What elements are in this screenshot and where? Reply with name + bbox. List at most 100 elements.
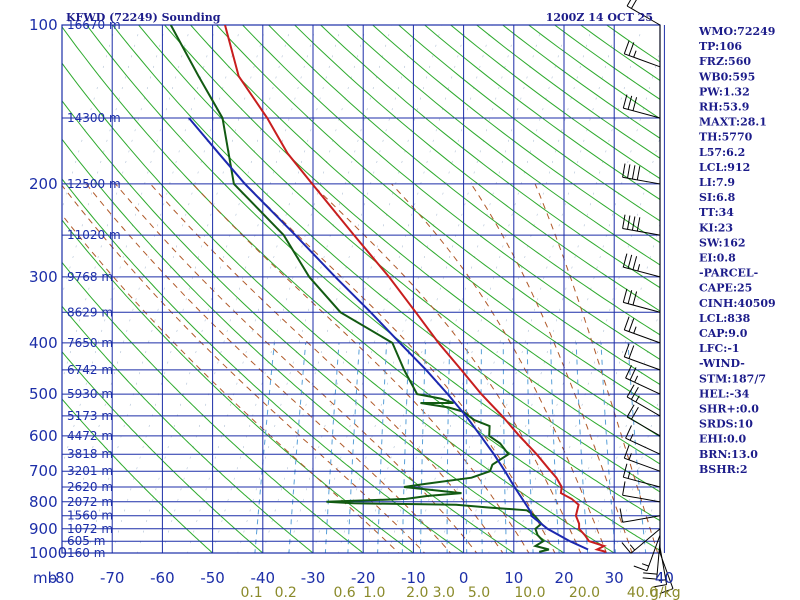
wind-barb-staff — [622, 515, 661, 523]
wind-barb-flag — [632, 97, 638, 111]
height-label: 4472 m — [67, 429, 113, 443]
temperature-tick-label: -80 — [50, 569, 75, 587]
moist-adiabat-line — [245, 183, 556, 553]
wind-barb-flag — [652, 584, 667, 588]
moist-adiabat-line — [192, 183, 530, 553]
wind-barb-flag — [628, 318, 635, 332]
wind-barb-staff — [626, 416, 661, 437]
wind-barb-flag — [643, 572, 658, 575]
height-label: 160 m — [67, 546, 105, 560]
index-line: LCL:912 — [699, 161, 750, 174]
wind-barb-staff — [623, 107, 661, 119]
wind-barb-flag — [631, 216, 636, 231]
wind-barb — [622, 481, 661, 503]
height-label: 1560 m — [67, 509, 113, 523]
wind-barb-flag — [627, 290, 633, 304]
wind-barb — [625, 365, 661, 395]
dry-adiabat-line — [62, 398, 214, 553]
moist-adiabat-line — [85, 183, 452, 553]
index-line: L57:6.2 — [699, 146, 745, 159]
dry-adiabat-line — [293, 25, 660, 312]
wind-barb-staff — [624, 329, 661, 344]
wind-barb-flag — [623, 444, 630, 459]
height-label: 16670 m — [67, 18, 121, 32]
moist-adiabat-line — [391, 183, 608, 553]
wind-barb — [626, 384, 661, 417]
wind-barb-half-flag — [641, 563, 649, 567]
temperature-tick-label: 20 — [554, 569, 573, 587]
chart-time: 1200Z 14 OCT 25 — [546, 11, 653, 24]
temperature-tick-label: -20 — [351, 569, 376, 587]
wind-barb-flag — [619, 508, 624, 523]
mixing-ratio-tick-label: 3.0 — [433, 585, 455, 600]
wind-barb-flag — [633, 565, 648, 572]
moist-adiabat-line — [150, 183, 504, 553]
index-line: TT:34 — [699, 206, 734, 219]
height-label: 12500 m — [67, 177, 121, 191]
wind-barb-flag — [625, 425, 632, 439]
wind-barb-half-flag — [629, 433, 634, 441]
dry-adiabat-line — [62, 261, 365, 553]
wind-barb — [623, 40, 661, 68]
index-line: SHR+:0.0 — [699, 403, 759, 416]
wind-barb-flag — [642, 577, 657, 580]
stability-indices: WMO:72249 TP:106 FRZ:560 WB0:595 PW:1.32 RH:5… — [698, 25, 776, 476]
height-label: 1072 m — [67, 522, 113, 536]
dry-adiabat-line — [215, 25, 660, 386]
wind-barb-flag — [632, 291, 638, 306]
height-label: 6742 m — [67, 363, 113, 377]
pressure-tick-label: 100 — [29, 16, 58, 34]
wind-barb-staff — [626, 5, 661, 26]
wind-barb — [622, 94, 661, 119]
wind-barb-flag — [636, 166, 641, 180]
index-line: -PARCEL- — [699, 267, 758, 280]
wind-barb — [622, 253, 661, 278]
index-line: LFC:-1 — [699, 342, 740, 355]
index-line: PW:1.32 — [699, 85, 750, 98]
wind-barb-staff — [622, 228, 661, 236]
index-line: CAPE:25 — [699, 282, 752, 295]
pressure-tick-label: 1000 — [29, 544, 67, 562]
wind-barb-flag — [659, 588, 674, 594]
moist-adiabat-line — [62, 214, 400, 553]
wind-barb-flag — [626, 404, 635, 418]
wind-barb — [622, 463, 661, 488]
height-label: 5930 m — [67, 387, 113, 401]
index-line: TP:106 — [699, 40, 742, 53]
index-line: EHI:0.0 — [699, 433, 746, 446]
mixing-ratio-tick-label: 5.0 — [468, 585, 490, 600]
wind-barb-flag — [627, 254, 633, 269]
wind-barb-flag — [628, 345, 635, 359]
parcel-trace — [188, 117, 589, 551]
mixing-ratio-line — [420, 342, 427, 553]
temperature-trace — [224, 25, 607, 553]
wind-barb-staff — [625, 437, 661, 455]
wind-barb-flag — [630, 0, 637, 9]
wind-barb-half-flag — [634, 375, 639, 383]
wind-barb-flag — [626, 0, 632, 7]
wind-barb-flag — [623, 40, 630, 54]
dry-adiabat-line — [605, 25, 660, 63]
wind-barb-flag — [625, 365, 632, 379]
index-line: TH:5770 — [699, 131, 753, 144]
wind-barb — [622, 214, 661, 236]
wind-barb-flag — [622, 163, 626, 178]
moist-adiabats — [62, 183, 659, 553]
index-line: LCL:838 — [699, 312, 751, 325]
wind-barb-half-flag — [635, 395, 640, 403]
minor-isotherm — [111, 25, 267, 553]
index-line: MAXT:28.1 — [699, 116, 767, 129]
dry-adiabats — [62, 25, 660, 553]
wind-barbs — [619, 0, 674, 594]
height-labels: 16670 m 14300 m 12500 m 11020 m 9768 m 8629 m… — [67, 18, 121, 560]
height-label: 11020 m — [67, 228, 121, 242]
pressure-tick-label: 800 — [29, 493, 58, 511]
dry-adiabat-line — [267, 25, 660, 336]
wind-barb-staff — [622, 494, 661, 503]
dry-adiabat-line — [189, 25, 660, 411]
dry-adiabat-line — [62, 138, 515, 553]
mixing-ratio-tick-label: 1.0 — [363, 585, 385, 600]
pressure-axis-label: mb — [33, 569, 57, 587]
index-line: RH:53.9 — [699, 101, 749, 114]
